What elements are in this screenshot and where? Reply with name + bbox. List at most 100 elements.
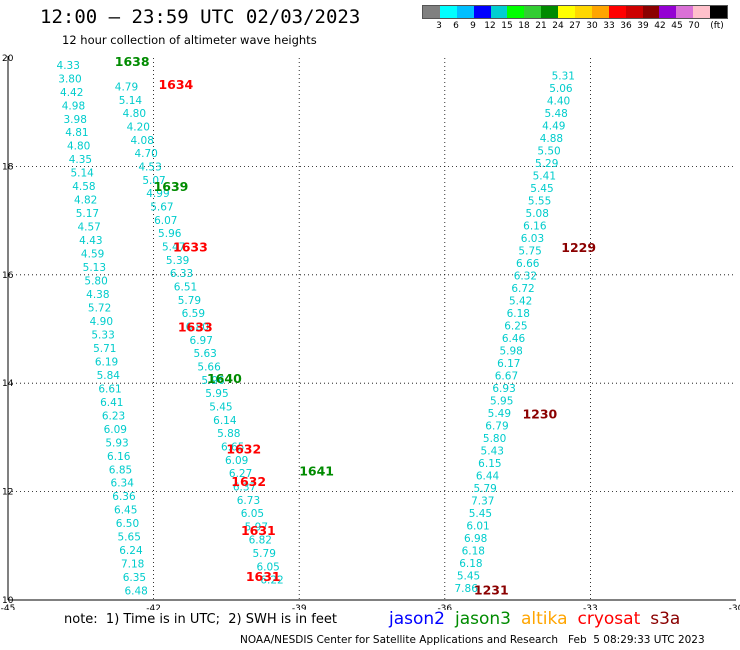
- wave-height-value: 6.44: [476, 470, 500, 482]
- wave-height-value: 6.41: [100, 397, 123, 409]
- wave-height-value: 6.35: [123, 572, 146, 584]
- legend-cryosat: cryosat: [577, 609, 641, 629]
- colorbar-label: 18: [518, 21, 530, 31]
- pass-time-label: 1631: [241, 523, 276, 538]
- altimeter-map: -45-42-39-36-33-301012141618204.333.804.…: [1, 54, 740, 610]
- wave-height-value: 5.33: [91, 329, 114, 341]
- wave-height-value: 6.05: [256, 561, 279, 573]
- wave-height-value: 6.14: [213, 415, 237, 427]
- generated-timestamp: Feb 5 08:29:33 UTC 2023: [568, 634, 705, 646]
- pass-time-label: 1632: [231, 474, 266, 489]
- wave-height-value: 4.53: [138, 162, 161, 174]
- wave-height-value: 6.22: [260, 575, 283, 587]
- pass-time-label: 1231: [474, 583, 509, 598]
- pass-time-label: 1631: [246, 569, 281, 584]
- legend-altika: altika: [521, 609, 568, 629]
- y-tick-label: 10: [2, 596, 14, 606]
- wave-height-value: 6.45: [114, 505, 137, 517]
- pass-time-label: 1633: [173, 239, 208, 254]
- wave-height-value: 6.98: [464, 533, 487, 545]
- wave-height-value: 6.85: [109, 464, 132, 476]
- wave-height-value: 6.07: [154, 215, 177, 227]
- wave-height-value: 5.84: [97, 370, 121, 382]
- colorbar-label: 39: [637, 21, 649, 31]
- wave-height-value: 4.99: [146, 188, 169, 200]
- colorbar-label: 36: [620, 21, 632, 31]
- wave-height-value: 6.25: [504, 321, 527, 333]
- footer-credit: NOAA/NESDIS Center for Satellite Applica…: [240, 634, 705, 646]
- wave-height-value: 5.79: [253, 548, 276, 560]
- colorbar-swatch: [710, 6, 728, 18]
- wave-height-value: 4.79: [115, 82, 138, 94]
- wave-height-value: 5.96: [201, 375, 225, 387]
- colorbar-swatch: [625, 6, 643, 18]
- wave-height-value: 5.42: [509, 296, 532, 308]
- wave-height-value: 6.32: [514, 271, 537, 283]
- wave-height-value: 4.58: [72, 181, 95, 193]
- wave-height-value: 5.31: [552, 71, 575, 83]
- wave-height-value: 5.45: [209, 401, 232, 413]
- satellite-legend: jason2 jason3 altika cryosat s3a: [389, 609, 690, 629]
- wave-height-value: 5.39: [166, 255, 189, 267]
- wave-height-value: 4.70: [134, 148, 157, 160]
- wave-height-value: 4.49: [542, 121, 565, 133]
- colorbar-swatch: [507, 6, 525, 18]
- colorbar-label: 9: [470, 21, 476, 31]
- wave-height-value: 5.71: [93, 343, 116, 355]
- wave-height-value: 4.33: [57, 60, 80, 72]
- wave-height-value: 5.07: [142, 175, 165, 187]
- credit-text: NOAA/NESDIS Center for Satellite Applica…: [240, 634, 558, 646]
- wave-height-value: 5.14: [70, 168, 94, 180]
- pass-time-label: 1229: [561, 240, 596, 255]
- colorbar-swatch: [490, 6, 508, 18]
- wave-height-value: 5.72: [88, 302, 111, 314]
- wave-height-value: 7.18: [121, 559, 144, 571]
- wave-height-value: 6.93: [492, 383, 515, 395]
- wave-height-value: 6.67: [495, 370, 518, 382]
- wave-height-value: 5.95: [490, 395, 513, 407]
- wave-height-value: 4.43: [79, 235, 102, 247]
- wave-height-value: 6.17: [497, 358, 520, 370]
- wave-height-value: 4.80: [67, 141, 90, 153]
- wave-height-value: 6.46: [502, 333, 526, 345]
- wave-height-value: 6.34: [111, 478, 135, 490]
- wave-height-value: 5.45: [457, 570, 480, 582]
- pass-time-label: 1640: [207, 371, 242, 386]
- wave-height-value: 6.23: [102, 410, 125, 422]
- colorbar-swatch: [676, 6, 694, 18]
- wave-height-value: 6.50: [116, 518, 139, 530]
- wave-height-value: 5.55: [528, 196, 551, 208]
- wave-height-value: 6.82: [249, 535, 272, 547]
- wave-height-value: 5.48: [544, 108, 567, 120]
- wave-height-value: 5.80: [84, 276, 107, 288]
- wave-height-value: 4.38: [86, 289, 109, 301]
- colorbar-swatch: [423, 6, 440, 18]
- colorbar-swatch: [642, 6, 660, 18]
- colorbar-swatch: [693, 6, 711, 18]
- wave-height-value: 6.80: [186, 321, 209, 333]
- wave-height-value: 6.36: [112, 491, 136, 503]
- wave-height-value: 5.14: [119, 95, 143, 107]
- colorbar-swatch: [524, 6, 542, 18]
- colorbar-swatch: [439, 6, 457, 18]
- wave-height-value: 5.65: [118, 532, 141, 544]
- wave-height-value: 5.08: [526, 208, 549, 220]
- units-note: note: 1) Time is in UTC; 2) SWH is in fe…: [64, 612, 337, 627]
- pass-time-label: 1230: [522, 406, 557, 421]
- wave-height-value: 6.18: [459, 558, 482, 570]
- wave-height-value: 5.43: [481, 445, 504, 457]
- wave-height-value: 4.82: [74, 195, 97, 207]
- wave-height-colorbar: [422, 5, 728, 19]
- wave-height-value: 6.05: [241, 508, 264, 520]
- wave-height-value: 4.88: [540, 133, 563, 145]
- pass-time-label: 1639: [154, 179, 189, 194]
- wave-height-value: 4.59: [81, 249, 104, 261]
- wave-height-value: 3.80: [58, 73, 81, 85]
- wave-height-value: 5.41: [533, 171, 556, 183]
- wave-height-value: 6.97: [190, 335, 213, 347]
- wave-height-value: 5.63: [193, 348, 216, 360]
- wave-height-value: 6.72: [511, 283, 534, 295]
- colorbar-label: 24: [552, 21, 564, 31]
- wave-height-value: 6.24: [119, 545, 143, 557]
- wave-height-value: 6.33: [170, 268, 193, 280]
